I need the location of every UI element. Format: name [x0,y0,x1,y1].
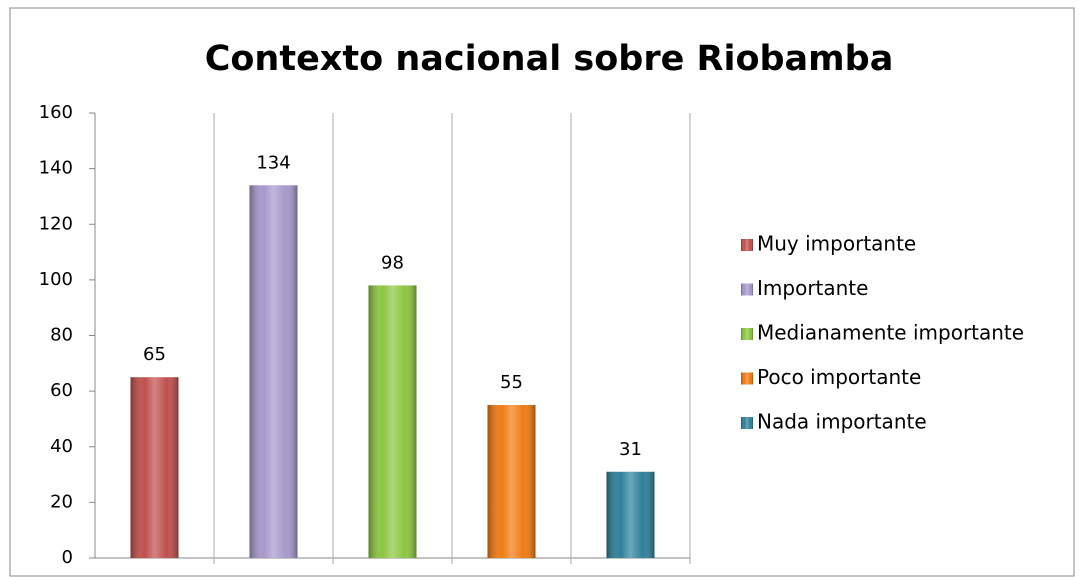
legend-label: Medianamente importante [757,321,1024,345]
value-label: 31 [619,439,642,460]
legend-swatch-shine [741,283,753,296]
y-tick-label: 80 [50,325,73,346]
y-tick-label: 60 [50,380,73,401]
chart-border [9,7,1075,577]
y-tick-label: 20 [50,491,73,512]
value-label: 55 [500,372,523,393]
y-tick-label: 40 [50,436,73,457]
value-label: 65 [143,344,166,365]
legend-swatch-shine [741,372,753,385]
legend-label: Poco importante [757,365,921,389]
value-label: 98 [381,252,404,273]
legend-label: Nada importante [757,410,927,434]
chart-title: Contexto nacional sobre Riobamba [205,39,894,79]
y-tick-label: 100 [39,269,73,290]
y-tick-label: 140 [39,158,73,179]
legend-swatch-shine [741,417,753,429]
legend-label: Importante [757,276,868,300]
value-label: 134 [256,152,290,173]
y-tick-label: 120 [39,213,73,234]
y-tick-label: 160 [39,102,73,123]
bar-shine [130,377,179,558]
legend-swatch-shine [741,239,753,251]
legend-swatch-shine [741,328,753,340]
y-tick-label: 0 [62,547,73,568]
bar-shine [249,185,298,558]
bar-shine [368,285,417,558]
legend-label: Muy importante [757,232,916,256]
bar-shine [487,405,536,558]
bar-shine [606,471,655,558]
